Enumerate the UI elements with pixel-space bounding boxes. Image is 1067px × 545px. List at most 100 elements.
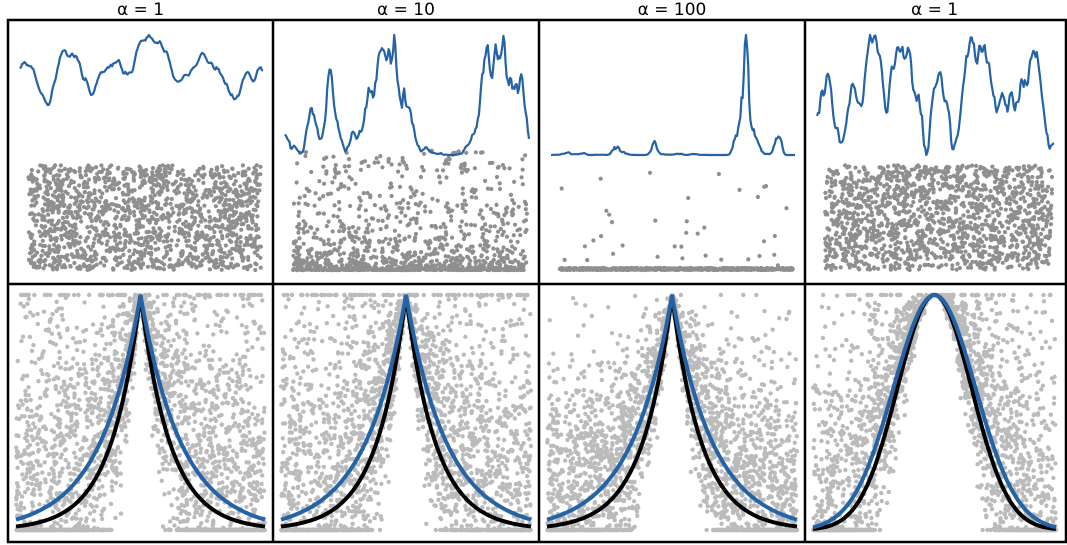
sample-point — [191, 308, 196, 314]
sample-point — [59, 517, 64, 523]
sample-point — [250, 485, 255, 490]
scatter-point — [154, 173, 159, 178]
sample-point — [124, 409, 129, 415]
scatter-point — [122, 176, 127, 181]
scatter-point — [255, 253, 260, 258]
scatter-point — [193, 245, 198, 251]
sample-point — [64, 424, 69, 429]
scatter-point — [201, 180, 206, 185]
sample-point — [19, 338, 24, 344]
sample-point — [217, 357, 223, 362]
sample-point — [207, 430, 212, 435]
scatter-point — [101, 176, 106, 181]
scatter-point — [81, 248, 86, 253]
sample-point — [220, 401, 225, 406]
scatter-point — [155, 206, 160, 211]
sample-point — [49, 466, 54, 471]
scatter-point — [484, 203, 489, 208]
scatter-point — [166, 225, 172, 230]
scatter-point — [233, 223, 238, 228]
sample-point — [183, 379, 189, 384]
scatter-point — [55, 267, 60, 272]
sample-point — [244, 504, 249, 510]
scatter-point — [240, 247, 246, 253]
scatter-point — [336, 187, 341, 192]
scatter-point — [87, 230, 92, 235]
scatter-point — [313, 191, 318, 196]
sample-point — [35, 321, 40, 327]
scatter-point — [402, 236, 407, 241]
scatter-point — [120, 214, 125, 219]
scatter-point — [111, 230, 117, 235]
sample-point — [63, 447, 69, 452]
sample-point — [166, 490, 172, 495]
scatter-point — [481, 258, 486, 263]
scatter-point — [106, 178, 111, 183]
sample-point — [114, 350, 119, 355]
sample-point — [55, 521, 60, 526]
sample-point — [211, 527, 217, 533]
scatter-point — [469, 189, 474, 194]
scatter-point — [515, 239, 520, 244]
sample-point — [194, 507, 199, 512]
sample-point — [248, 502, 254, 507]
sample-point — [148, 305, 154, 310]
sample-point — [241, 303, 246, 309]
scatter-point — [47, 218, 52, 223]
scatter-point — [196, 199, 201, 204]
sample-point — [83, 498, 88, 503]
scatter-point — [33, 223, 39, 228]
sample-point — [38, 415, 44, 421]
scatter-point — [198, 219, 203, 224]
sample-point — [254, 375, 259, 380]
scatter-point — [97, 209, 102, 214]
sample-point — [51, 523, 56, 528]
sample-point — [44, 379, 49, 384]
scatter-point — [207, 219, 212, 224]
scatter-point — [427, 246, 432, 251]
scatter-point — [100, 191, 105, 196]
sample-point — [108, 501, 114, 507]
sample-point — [53, 386, 59, 392]
scatter-point — [189, 245, 194, 250]
sample-point — [99, 527, 105, 533]
scatter-points — [26, 163, 263, 273]
scatter-point — [185, 243, 190, 248]
sample-point — [16, 454, 22, 459]
scatter-point — [30, 198, 35, 203]
scatter-point — [449, 214, 454, 219]
sample-point — [188, 352, 194, 357]
scatter-point — [372, 248, 377, 253]
scatter-point — [215, 165, 220, 170]
scatter-point — [346, 186, 351, 191]
sample-point — [24, 314, 29, 319]
scatter-point — [257, 188, 262, 193]
sample-point — [233, 390, 238, 395]
sample-point — [172, 403, 177, 408]
sample-point — [85, 425, 90, 430]
scatter-point — [223, 193, 228, 198]
sample-point — [55, 433, 60, 439]
sample-point — [209, 470, 214, 475]
scatter-point — [149, 252, 154, 257]
sample-point — [245, 409, 250, 414]
scatter-point — [370, 228, 375, 233]
sample-point — [116, 357, 121, 363]
sample-point — [256, 489, 261, 494]
sample-point — [57, 425, 62, 430]
sample-point — [240, 364, 245, 370]
scatter-point — [185, 179, 190, 184]
sample-point — [20, 527, 25, 533]
scatter-point — [228, 176, 233, 181]
scatter-point — [317, 196, 322, 201]
scatter-point — [220, 236, 225, 241]
scatter-point — [220, 186, 225, 191]
scatter-point — [77, 183, 82, 188]
sample-point — [183, 509, 188, 514]
scatter-point — [337, 229, 342, 234]
scatter-point — [104, 188, 109, 193]
sample-point — [78, 517, 84, 522]
scatter-point — [201, 175, 206, 180]
scatter-point — [93, 196, 98, 201]
